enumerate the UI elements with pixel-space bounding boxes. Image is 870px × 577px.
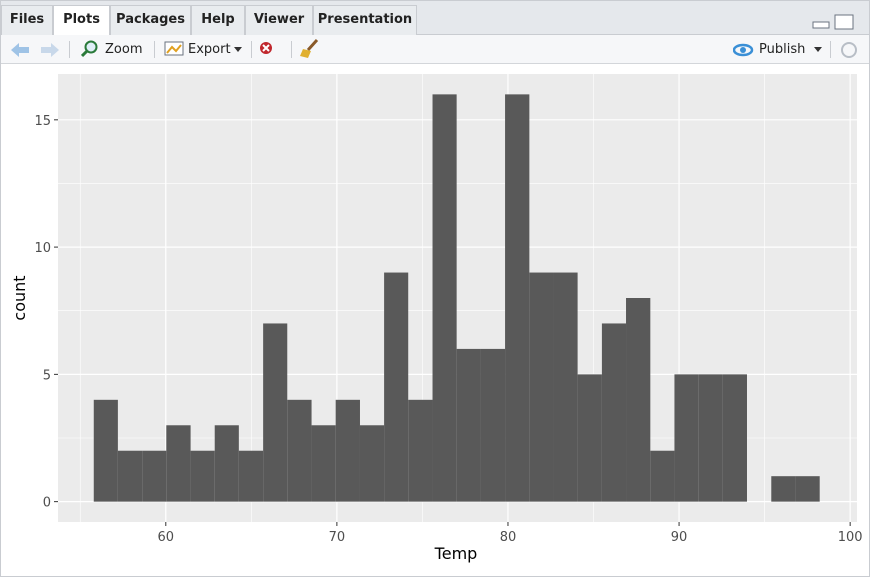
- y-tick-label: 5: [43, 368, 51, 383]
- bar: [432, 94, 457, 502]
- publish-button[interactable]: Publish: [759, 42, 806, 57]
- y-tick-label: 15: [34, 114, 51, 129]
- bar: [190, 450, 215, 502]
- dropdown[interactable]: [234, 47, 243, 53]
- tab[interactable]: Presentation: [313, 5, 417, 35]
- bar: [480, 348, 506, 502]
- bar: [553, 272, 578, 502]
- x-axis-title: Temp: [434, 544, 478, 563]
- x-tick-label: 70: [329, 530, 346, 545]
- tab[interactable]: Help: [191, 5, 245, 35]
- nav-arrows[interactable]: [9, 41, 61, 59]
- minimize[interactable]: [812, 21, 830, 29]
- bar: [359, 425, 385, 502]
- maximize[interactable]: [834, 14, 854, 30]
- tab[interactable]: Files: [1, 5, 53, 35]
- toolbar: Zoom Export Publish: [1, 35, 869, 64]
- bar: [287, 399, 312, 502]
- bar: [166, 425, 191, 502]
- bar: [214, 425, 239, 502]
- refresh[interactable]: [839, 40, 859, 60]
- bar: [142, 450, 167, 502]
- x-tick-label: 60: [158, 530, 175, 545]
- y-tick-label: 10: [34, 241, 51, 256]
- zoom-button[interactable]: Zoom: [105, 42, 143, 57]
- bar: [238, 450, 264, 502]
- bar: [384, 272, 409, 502]
- tab[interactable]: Packages: [110, 5, 191, 35]
- x-tick-label: 100: [838, 530, 863, 545]
- zoom-icon[interactable]: [81, 40, 99, 58]
- x-tick-label: 80: [500, 530, 517, 545]
- bar: [795, 476, 820, 502]
- bar: [601, 323, 627, 502]
- export-button[interactable]: Export: [188, 42, 231, 57]
- chart: Temp count 0 5 10 15 60 70 80 90 100: [10, 74, 863, 563]
- y-axis-title: count: [10, 275, 29, 320]
- bar: [722, 374, 747, 502]
- bar: [335, 399, 360, 502]
- export-icon[interactable]: [164, 41, 186, 57]
- tab[interactable]: Plots: [53, 5, 110, 36]
- clear-all[interactable]: [299, 39, 321, 59]
- bar: [263, 323, 288, 502]
- bar: [626, 298, 651, 502]
- bar: [311, 425, 336, 502]
- bar: [529, 272, 554, 502]
- remove-plot[interactable]: [259, 41, 281, 59]
- bar: [93, 399, 118, 502]
- bar: [771, 476, 796, 502]
- bar: [117, 450, 143, 502]
- bar: [650, 450, 675, 502]
- bar: [577, 374, 602, 502]
- bar: [505, 94, 530, 502]
- bar: [456, 348, 481, 502]
- window-controls[interactable]: [811, 13, 857, 31]
- publish-icon[interactable]: [733, 41, 755, 59]
- tab[interactable]: Viewer: [245, 5, 313, 35]
- bar: [698, 374, 723, 502]
- y-tick-label: 0: [43, 496, 51, 511]
- x-tick-label: 90: [671, 530, 688, 545]
- bar: [408, 399, 433, 502]
- tab-bar: Files Plots Packages Help Viewer Present…: [1, 1, 869, 36]
- bar: [674, 374, 699, 502]
- dropdown[interactable]: [814, 47, 823, 53]
